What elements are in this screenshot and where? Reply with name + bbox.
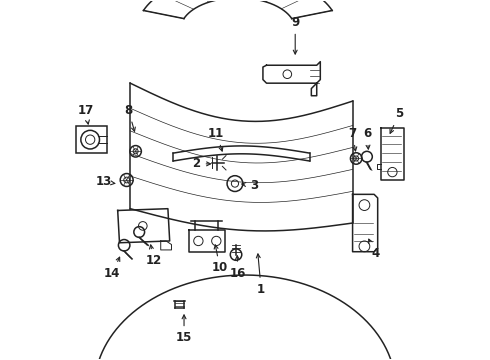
Text: 11: 11: [208, 127, 224, 151]
Text: 13: 13: [95, 175, 115, 188]
Text: 10: 10: [212, 245, 228, 274]
Text: 2: 2: [193, 157, 211, 170]
Text: 14: 14: [104, 257, 121, 280]
Text: 17: 17: [77, 104, 94, 124]
Text: 1: 1: [256, 254, 265, 296]
Text: 7: 7: [348, 127, 357, 151]
Text: 16: 16: [230, 256, 246, 280]
Text: 15: 15: [176, 315, 192, 344]
Text: 5: 5: [390, 107, 403, 133]
Text: 6: 6: [363, 127, 371, 149]
Text: 9: 9: [291, 16, 299, 54]
Text: 4: 4: [369, 239, 380, 260]
Text: 8: 8: [124, 104, 135, 131]
Text: 3: 3: [242, 179, 258, 192]
Text: 12: 12: [146, 245, 162, 267]
